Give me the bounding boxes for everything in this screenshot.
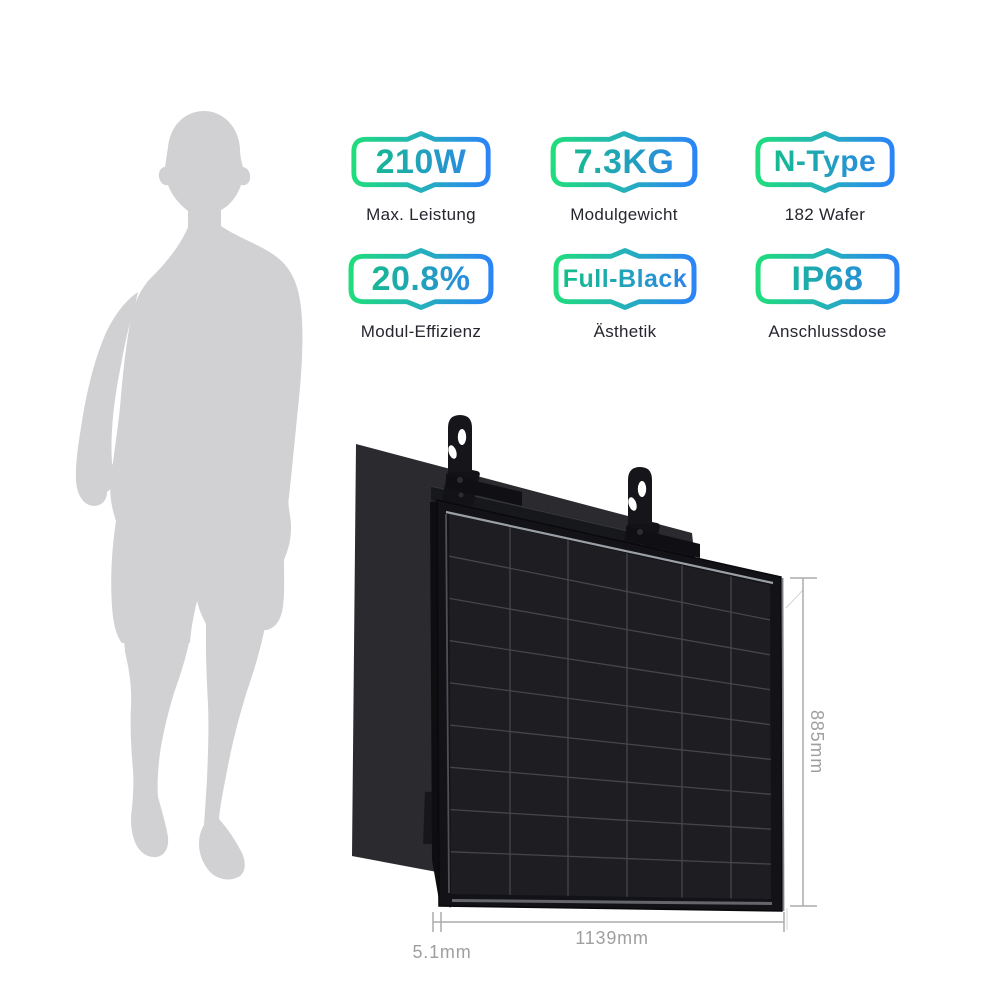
frame-left-highlight xyxy=(445,513,450,894)
badge-label: Anschlussdose xyxy=(768,322,887,341)
dimension-height: 885mm xyxy=(785,577,827,907)
badge-module-efficiency: 20.8% Modul-Effizienz xyxy=(345,248,497,342)
badge-frame xyxy=(755,131,895,193)
badge-value: 210W xyxy=(348,131,494,193)
badge-frame xyxy=(755,248,900,310)
badge-wafer-type: N-Type 182 Wafer xyxy=(752,131,898,225)
badge-box: IP68 xyxy=(752,248,903,310)
badge-frame xyxy=(351,131,491,193)
silhouette-left-leg xyxy=(124,638,190,858)
mounting-bracket-1 xyxy=(442,415,522,507)
badge-max-power: 210W Max. Leistung xyxy=(348,131,494,225)
badge-value: IP68 xyxy=(752,248,903,310)
badge-value: N-Type xyxy=(752,131,898,193)
cell-grid xyxy=(449,527,772,899)
badge-box: 20.8% xyxy=(345,248,497,310)
badge-value: 20.8% xyxy=(345,248,497,310)
silhouette-body xyxy=(110,111,303,643)
person-silhouette xyxy=(75,111,303,880)
badge-box: 7.3KG xyxy=(547,131,701,193)
badge-box: N-Type xyxy=(752,131,898,193)
dimension-width-label: 1139mm xyxy=(575,928,649,948)
badge-label: Modulgewicht xyxy=(570,205,678,224)
solar-panel xyxy=(436,499,785,912)
frame-right-edge xyxy=(781,577,785,912)
badge-value: 7.3KG xyxy=(547,131,701,193)
badge-frame xyxy=(348,248,494,310)
silhouette-left-arm xyxy=(75,292,138,506)
frame-top-highlight xyxy=(445,510,774,585)
badge-label: 182 Wafer xyxy=(784,205,866,224)
badge-junction-box: IP68 Anschlussdose xyxy=(752,248,903,342)
badge-box: 210W xyxy=(348,131,494,193)
badge-label: Modul-Effizienz xyxy=(360,322,482,341)
badge-aesthetics: Full-Black Ästhetik xyxy=(550,248,700,342)
badge-label: Max. Leistung xyxy=(366,205,476,224)
bracket-hole xyxy=(628,497,637,511)
bracket-hole xyxy=(637,481,647,497)
badge-frame xyxy=(553,248,697,310)
bracket-hole xyxy=(457,429,467,445)
badge-value: Full-Black xyxy=(550,248,700,310)
badge-module-weight: 7.3KG Modulgewicht xyxy=(547,131,701,225)
panel-glass xyxy=(449,514,771,899)
badge-frame xyxy=(550,131,698,193)
bracket-hole xyxy=(448,445,457,459)
dimension-height-label: 885mm xyxy=(807,710,827,774)
frame-bottom-strip xyxy=(451,899,773,905)
dimension-thickness-label: 5.1mm xyxy=(412,942,471,962)
dimension-width: 1139mm 5.1mm xyxy=(412,908,788,962)
badge-box: Full-Black xyxy=(550,248,700,310)
silhouette-right-leg xyxy=(199,622,266,880)
badge-label: Ästhetik xyxy=(593,322,657,341)
